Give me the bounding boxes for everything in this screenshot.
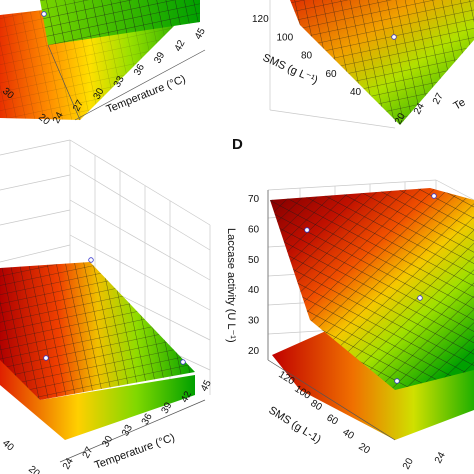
tl-edge	[47, 44, 81, 121]
d-y-tick-40: 40	[340, 427, 356, 442]
tl-x-tick-24: 24	[51, 110, 66, 125]
bl-x-tick-45: 45	[199, 378, 214, 393]
bl-surface-mesh	[0, 262, 195, 400]
panel-d-letter: D	[232, 136, 243, 153]
d-point-1	[304, 227, 310, 233]
bl-y-tick-40: 40	[0, 438, 16, 454]
tr-x-tick-20: 20	[393, 111, 408, 126]
bl-surface-side	[0, 358, 195, 440]
tr-grid	[269, 0, 396, 129]
d-z-ticks: 20 30 40 50 60 70	[248, 194, 260, 357]
d-y-tick-20: 20	[356, 441, 372, 456]
tr-y-ticks: 40 60 80 100 120	[252, 14, 362, 98]
bl-x-tick-36: 36	[140, 411, 155, 426]
tr-x-tick-24: 24	[412, 101, 427, 116]
d-point-4	[394, 378, 400, 384]
d-z-tick-60: 60	[248, 224, 260, 235]
d-z-tick-40: 40	[248, 285, 260, 296]
d-y-tick-60: 60	[324, 412, 340, 427]
tr-x-axis-label-fragment: Te	[452, 96, 468, 112]
tr-y-tick-40: 40	[350, 87, 362, 98]
tr-y-tick-60: 60	[326, 69, 338, 80]
tl-x-tick-27: 27	[71, 98, 86, 113]
tl-x-tick-45: 45	[193, 26, 208, 41]
tl-x-tick-30: 30	[92, 86, 107, 101]
tr-x-ticks: 20 24 27	[393, 91, 446, 126]
tl-x-tick-42: 42	[173, 38, 188, 53]
bl-x-ticks: 24 27 30 33 36 39 42 45	[61, 378, 214, 471]
tl-x-ticks: 24 27 30 33 36 39 42 45	[51, 26, 208, 125]
bl-x-tick-27: 27	[81, 445, 96, 460]
d-y-axis-line	[267, 359, 396, 441]
d-x-tick-20: 20	[401, 456, 416, 471]
d-x-tick-24: 24	[433, 450, 448, 465]
tl-x-tick-33: 33	[112, 74, 127, 89]
d-surface-mesh	[270, 188, 474, 390]
d-z-tick-50: 50	[248, 255, 260, 266]
tr-y-tick-100: 100	[277, 32, 294, 43]
bl-x-tick-39: 39	[160, 400, 175, 415]
d-x-ticks: 20 24	[401, 450, 448, 471]
d-z-axis-label: Laccase activity (U L⁻¹)	[225, 228, 237, 343]
bl-point-3	[180, 359, 186, 365]
d-point-3	[417, 295, 423, 301]
bl-x-tick-30: 30	[100, 434, 115, 449]
tr-y-tick-80: 80	[301, 51, 313, 62]
tr-x-tick-27: 27	[431, 91, 446, 106]
bl-point-2	[43, 355, 49, 361]
tl-x-tick-39: 39	[152, 50, 167, 65]
tl-point	[41, 11, 47, 17]
tl-x-axis	[74, 49, 206, 121]
tr-point	[391, 34, 397, 40]
d-point-2	[431, 193, 437, 199]
tr-y-tick-120: 120	[252, 14, 269, 25]
d-z-tick-30: 30	[248, 316, 260, 327]
bl-point-1	[88, 257, 94, 263]
bl-x-axis	[59, 399, 206, 463]
tl-x-tick-36: 36	[132, 62, 147, 77]
bl-y-tick-20: 20	[26, 464, 42, 474]
tr-surface-mesh	[290, 0, 474, 125]
bl-x-tick-33: 33	[120, 423, 135, 438]
bl-x-tick-24: 24	[61, 456, 76, 471]
d-z-tick-20: 20	[248, 346, 260, 357]
tl-surface-mesh-side	[0, 0, 200, 120]
bl-x-tick-42: 42	[179, 389, 194, 404]
d-z-tick-70: 70	[248, 194, 260, 205]
